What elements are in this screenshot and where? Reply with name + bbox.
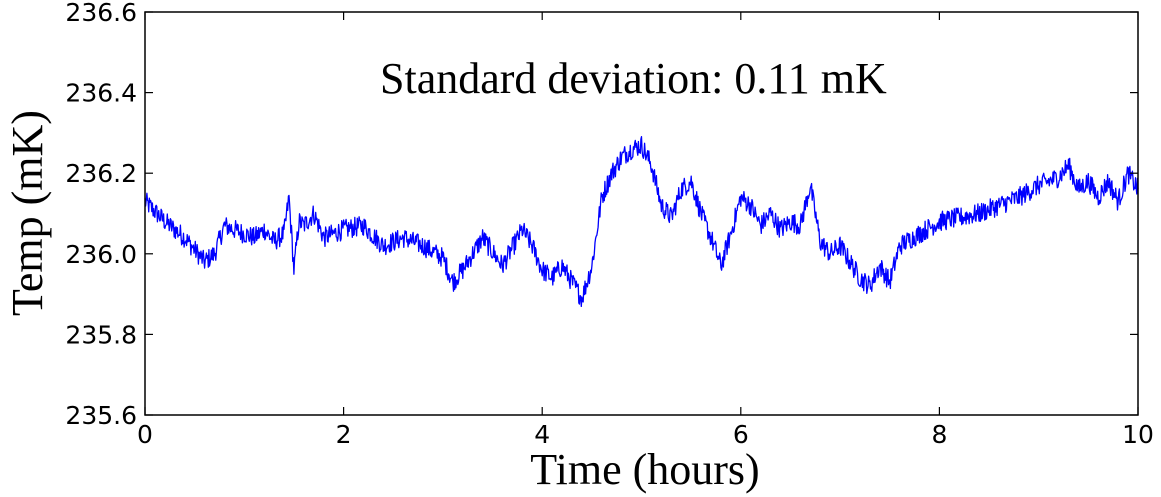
x-tick-label: 2	[336, 420, 352, 449]
x-tick-layer: 0 2 4 6 8 10	[137, 12, 1154, 449]
x-tick-label: 0	[137, 420, 153, 449]
y-tick-label: 236.0	[65, 240, 137, 269]
x-tick-label: 6	[733, 420, 749, 449]
y-tick-label: 236.6	[65, 0, 137, 27]
plot-frame	[144, 11, 1139, 416]
annotation-text: Standard deviation: 0.11 mK	[380, 54, 887, 103]
plot-background	[145, 12, 1138, 415]
series-line	[144, 135, 1139, 308]
y-tick-label: 235.8	[65, 320, 137, 349]
x-tick-label: 10	[1122, 420, 1154, 449]
y-tick-label: 236.4	[65, 79, 137, 108]
x-axis-title: Time (hours)	[530, 445, 759, 494]
y-axis-title: Temp (mK)	[3, 110, 52, 316]
y-tick-layer: 235.6 235.8 236.0 236.2 236.4 236.6	[65, 0, 1138, 430]
series-line-layer	[144, 135, 1139, 308]
x-tick-label: 4	[534, 420, 550, 449]
y-tick-label: 235.6	[65, 401, 137, 430]
x-tick-label: 8	[931, 420, 947, 449]
y-tick-label: 236.2	[65, 159, 137, 188]
